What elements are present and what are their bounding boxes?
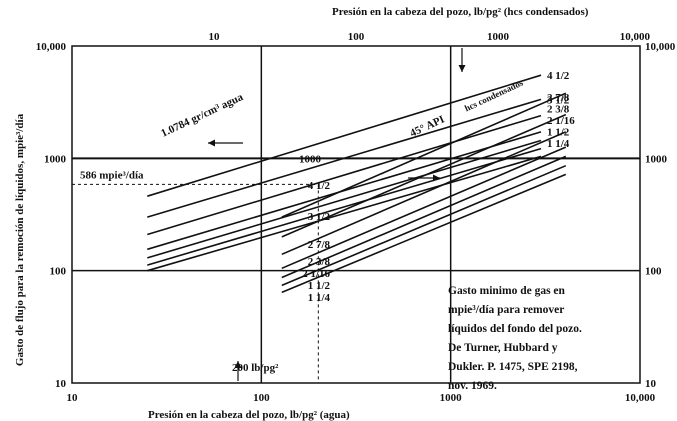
y-right-tick-label-1000: 1000 (645, 153, 668, 165)
x-axis-title: Presión en la cabeza del pozo, lb/pg² (a… (148, 409, 350, 421)
series-line-g1-5 (147, 139, 542, 259)
g1-series-label-6: 1 1/2 (547, 127, 570, 139)
x-top-tick-label-10000: 10,000 (620, 31, 651, 43)
g1-series-label-1: 4 1/2 (547, 70, 570, 82)
x-tick-label-100: 100 (253, 392, 270, 404)
plot-frame-group (71, 45, 641, 384)
x-top-axis-title: Presión en la cabeza del pozo, lb/pg² (h… (332, 6, 589, 18)
note-line-6: nov. 1969. (448, 380, 497, 392)
series-line-g1-6 (147, 147, 542, 266)
g2-group-label: 45° API (408, 113, 446, 139)
note-line-4: De Turner, Hubbard y (448, 342, 558, 354)
series-line-g1-2 (147, 98, 542, 218)
note-line-2: mpie³/día para remover (448, 304, 564, 316)
x-top-tick-label-10: 10 (209, 31, 221, 43)
example-layer (72, 157, 405, 383)
x-top-tick-label-1000: 1000 (487, 31, 510, 43)
x-tick-label-10000: 10,000 (625, 392, 656, 404)
g2-series-label-5: 2 1/16 (302, 268, 330, 280)
series-line-g2-4 (281, 146, 567, 270)
g2-series-label-7: 1 1/4 (308, 292, 331, 304)
g2-series-label-1: 4 1/2 (308, 180, 331, 192)
g2-series-label-3: 2 7/8 (308, 239, 331, 251)
g2-series-label-4: 2 3/8 (308, 256, 331, 268)
series-line-g2-7 (281, 173, 567, 294)
arrow-up-head (234, 361, 242, 368)
arrow-left-head (208, 139, 215, 147)
series-line-g2-3 (281, 131, 567, 256)
g1-series-label-7: 1 1/4 (547, 138, 570, 150)
series-line-g2-1 (281, 92, 567, 218)
y-tick-label-1000: 1000 (44, 153, 67, 165)
y-right-tick-label-100: 100 (645, 266, 662, 278)
series-line-g1-7 (147, 155, 542, 272)
g2-group-label-group: 45° API hcs condensados (408, 77, 525, 139)
series-line-g2-5 (281, 155, 567, 279)
note-line-1: Gasto minimo de gas en (448, 285, 566, 297)
y-tick-label-100: 100 (50, 266, 67, 278)
note-text: Gasto minimo de gas en mpie³/día para re… (448, 285, 585, 392)
series-line-g2-6 (281, 164, 567, 287)
note-line-3: líquidos del fondo del pozo. (448, 323, 582, 335)
x-tick-label-10: 10 (67, 392, 79, 404)
x-tick-label-1000: 1000 (440, 392, 463, 404)
y-right-tick-label-10: 10 (645, 378, 657, 390)
arrow-down-head (458, 65, 466, 72)
note-line-5: Dukler. P. 1475, SPE 2198, (448, 361, 578, 373)
x-top-tick-label-100: 100 (348, 31, 365, 43)
g2-series-label-6: 1 1/2 (308, 280, 331, 292)
y-axis-title: Gasto de flujo para la remoción de líqui… (14, 113, 26, 366)
g1-series-label-4: 2 3/8 (547, 104, 570, 116)
y-tick-label-10: 10 (55, 378, 67, 390)
g1-series-label-2: 3 1/2 (547, 94, 570, 106)
plot-frame (71, 45, 641, 384)
y-tick-label-10000: 10,000 (36, 41, 67, 53)
y-right-tick-label-10000: 10,000 (645, 41, 676, 53)
series-line-g1-3 (147, 114, 542, 236)
example-ref-1000-label: 1000 (299, 153, 322, 165)
g1-group-label: 1.0784 gr/cm³ agua (159, 91, 245, 140)
example-x-label: 200 lb/pg² (232, 362, 279, 374)
series-line-g2-2 (281, 113, 567, 238)
series-layer (147, 74, 567, 294)
g1-series-label-5: 2 1/16 (547, 115, 575, 127)
example-y-label: 586 mpie³/día (80, 169, 144, 181)
g2-group-label-suffix: hcs condensados (463, 77, 525, 113)
g1-series-label-3: 2 7/8 (547, 92, 570, 104)
g2-series-label-2: 3 1/2 (308, 211, 331, 223)
series-line-g1-1 (147, 74, 542, 197)
arrow-right-head (433, 174, 440, 182)
ticks-layer: 10 100 1000 10,000 10 100 1000 10,000 10 100 1000 1… (36, 31, 676, 404)
